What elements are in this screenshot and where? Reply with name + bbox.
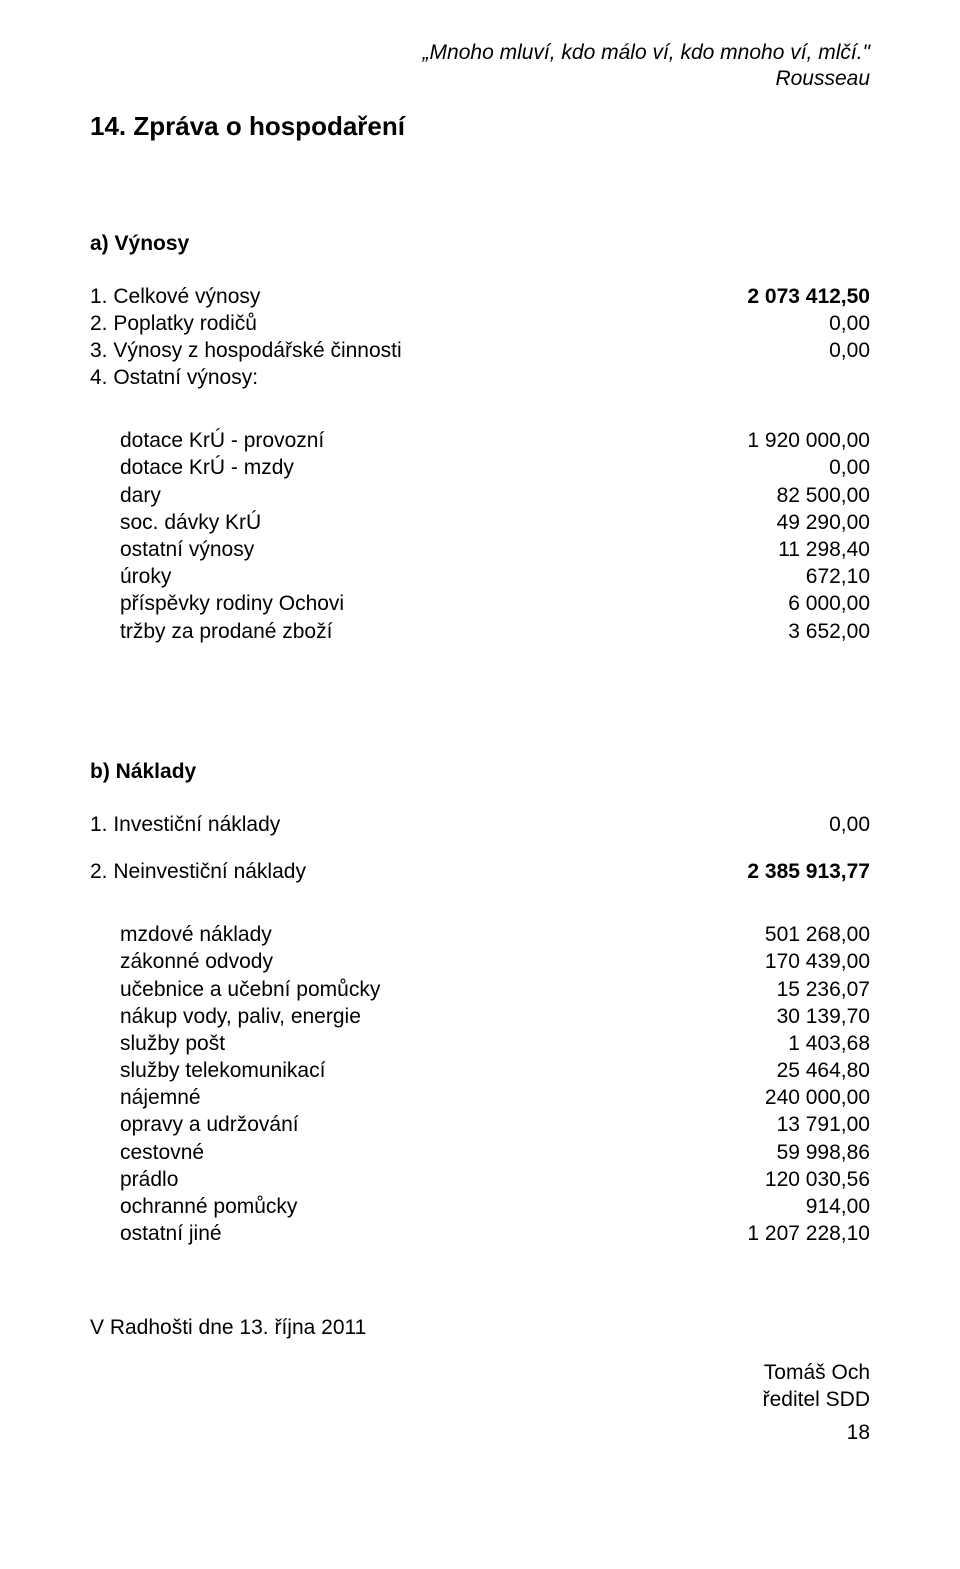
row-label: služby telekomunikací <box>120 1058 670 1083</box>
cost-detail-row: mzdové náklady 501 268,00 <box>120 922 870 947</box>
page-number: 18 <box>90 1421 870 1445</box>
spacer <box>90 839 870 857</box>
row-label: nákup vody, paliv, energie <box>120 1004 670 1029</box>
row-value: 1 920 000,00 <box>670 428 870 453</box>
costs-detail-list: mzdové náklady 501 268,00 zákonné odvody… <box>90 922 870 1246</box>
revenue-detail-row: příspěvky rodiny Ochovi 6 000,00 <box>120 591 870 616</box>
row-value: 0,00 <box>670 311 870 336</box>
row-value: 59 998,86 <box>670 1140 870 1165</box>
revenue-detail-row: úroky 672,10 <box>120 564 870 589</box>
row-value: 1 403,68 <box>670 1031 870 1056</box>
cost-detail-row: opravy a udržování 13 791,00 <box>120 1112 870 1137</box>
revenues-detail-list: dotace KrÚ - provozní 1 920 000,00 dotac… <box>90 428 870 644</box>
row-label: dary <box>120 483 670 508</box>
revenues-main-list: 1. Celkové výnosy 2 073 412,50 2. Poplat… <box>90 284 870 391</box>
row-value: 0,00 <box>670 338 870 363</box>
subheading-costs: b) Náklady <box>90 760 870 784</box>
cost-detail-row: prádlo 120 030,56 <box>120 1167 870 1192</box>
row-value: 82 500,00 <box>670 483 870 508</box>
subheading-revenues: a) Výnosy <box>90 232 870 256</box>
row-label: zákonné odvody <box>120 949 670 974</box>
cost-detail-row: nákup vody, paliv, energie 30 139,70 <box>120 1004 870 1029</box>
signature-title: ředitel SDD <box>90 1387 870 1413</box>
spacer <box>90 650 870 720</box>
quote-text: „Mnoho mluví, kdo málo ví, kdo mnoho ví,… <box>90 40 870 66</box>
revenue-detail-row: soc. dávky KrÚ 49 290,00 <box>120 510 870 535</box>
row-value: 11 298,40 <box>670 537 870 562</box>
row-label: soc. dávky KrÚ <box>120 510 670 535</box>
revenue-detail-row: dotace KrÚ - provozní 1 920 000,00 <box>120 428 870 453</box>
cost-detail-row: služby pošt 1 403,68 <box>120 1031 870 1056</box>
row-label: nájemné <box>120 1085 670 1110</box>
place-date: V Radhošti dne 13. října 2011 <box>90 1316 870 1340</box>
row-value: 672,10 <box>670 564 870 589</box>
row-label: prádlo <box>120 1167 670 1192</box>
row-label: ochranné pomůcky <box>120 1194 670 1219</box>
section-heading: 14. Zpráva o hospodaření <box>90 111 870 142</box>
signature-name: Tomáš Och <box>90 1360 870 1386</box>
row-label: úroky <box>120 564 670 589</box>
cost-detail-row: ostatní jiné 1 207 228,10 <box>120 1221 870 1246</box>
cost-detail-row: služby telekomunikací 25 464,80 <box>120 1058 870 1083</box>
quote-author: Rousseau <box>90 66 870 92</box>
row-label: 1. Investiční náklady <box>90 812 670 837</box>
row-value: 30 139,70 <box>670 1004 870 1029</box>
row-value: 3 652,00 <box>670 619 870 644</box>
revenue-detail-row: dotace KrÚ - mzdy 0,00 <box>120 455 870 480</box>
document-page: „Mnoho mluví, kdo málo ví, kdo mnoho ví,… <box>0 0 960 1569</box>
spacer <box>90 890 870 920</box>
costs-main-list: 1. Investiční náklady 0,00 2. Neinvestič… <box>90 812 870 884</box>
cost-detail-row: učebnice a učební pomůcky 15 236,07 <box>120 977 870 1002</box>
revenue-row: 1. Celkové výnosy 2 073 412,50 <box>90 284 870 309</box>
row-label: učebnice a učební pomůcky <box>120 977 670 1002</box>
row-value: 240 000,00 <box>670 1085 870 1110</box>
row-label: služby pošt <box>120 1031 670 1056</box>
row-value: 6 000,00 <box>670 591 870 616</box>
row-value: 120 030,56 <box>670 1167 870 1192</box>
revenue-detail-row: dary 82 500,00 <box>120 483 870 508</box>
row-label: dotace KrÚ - provozní <box>120 428 670 453</box>
row-label: cestovné <box>120 1140 670 1165</box>
cost-row: 1. Investiční náklady 0,00 <box>90 812 870 837</box>
epigraph: „Mnoho mluví, kdo málo ví, kdo mnoho ví,… <box>90 40 870 93</box>
row-label: 4. Ostatní výnosy: <box>90 365 670 390</box>
row-value: 2 385 913,77 <box>670 859 870 884</box>
row-value: 25 464,80 <box>670 1058 870 1083</box>
row-value: 170 439,00 <box>670 949 870 974</box>
row-value: 0,00 <box>670 812 870 837</box>
row-value: 0,00 <box>670 455 870 480</box>
revenue-row: 2. Poplatky rodičů 0,00 <box>90 311 870 336</box>
row-value: 49 290,00 <box>670 510 870 535</box>
row-label: příspěvky rodiny Ochovi <box>120 591 670 616</box>
row-value: 1 207 228,10 <box>670 1221 870 1246</box>
row-label: mzdové náklady <box>120 922 670 947</box>
signature-block: Tomáš Och ředitel SDD <box>90 1360 870 1413</box>
row-label: 1. Celkové výnosy <box>90 284 670 309</box>
row-label: ostatní výnosy <box>120 537 670 562</box>
cost-detail-row: nájemné 240 000,00 <box>120 1085 870 1110</box>
row-value <box>670 365 870 390</box>
cost-row: 2. Neinvestiční náklady 2 385 913,77 <box>90 859 870 884</box>
revenue-detail-row: tržby za prodané zboží 3 652,00 <box>120 619 870 644</box>
spacer <box>90 396 870 426</box>
row-value: 13 791,00 <box>670 1112 870 1137</box>
row-label: 2. Neinvestiční náklady <box>90 859 670 884</box>
cost-detail-row: zákonné odvody 170 439,00 <box>120 949 870 974</box>
revenue-row: 4. Ostatní výnosy: <box>90 365 870 390</box>
row-label: dotace KrÚ - mzdy <box>120 455 670 480</box>
row-label: 2. Poplatky rodičů <box>90 311 670 336</box>
row-value: 914,00 <box>670 1194 870 1219</box>
cost-detail-row: cestovné 59 998,86 <box>120 1140 870 1165</box>
row-label: tržby za prodané zboží <box>120 619 670 644</box>
row-label: ostatní jiné <box>120 1221 670 1246</box>
row-label: 3. Výnosy z hospodářské činnosti <box>90 338 670 363</box>
row-label: opravy a udržování <box>120 1112 670 1137</box>
cost-detail-row: ochranné pomůcky 914,00 <box>120 1194 870 1219</box>
row-value: 2 073 412,50 <box>670 284 870 309</box>
revenue-row: 3. Výnosy z hospodářské činnosti 0,00 <box>90 338 870 363</box>
revenue-detail-row: ostatní výnosy 11 298,40 <box>120 537 870 562</box>
row-value: 15 236,07 <box>670 977 870 1002</box>
row-value: 501 268,00 <box>670 922 870 947</box>
